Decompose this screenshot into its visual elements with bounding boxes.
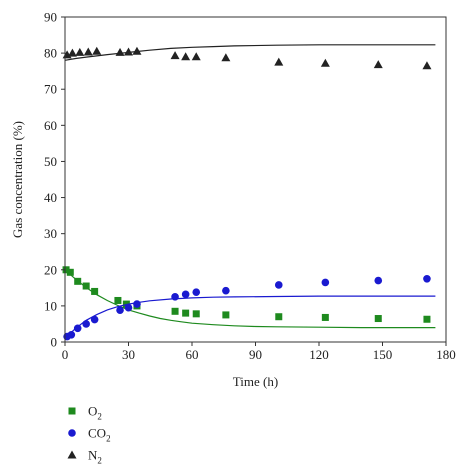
series-triangle [62,44,436,70]
legend-marker [67,450,77,459]
legend-label-text: N [88,448,98,463]
data-point [373,60,383,69]
data-point [274,281,283,289]
legend-label: CO2 [88,426,111,444]
data-point [124,47,133,56]
data-point [321,313,329,321]
data-point [374,315,382,323]
legend-label: N2 [88,448,102,466]
data-point [181,52,191,61]
data-point [132,46,142,55]
plot-area [62,44,436,341]
data-point [82,282,90,290]
legend-marker [68,407,76,415]
data-point [75,47,85,56]
data-point [116,306,124,315]
data-point [83,47,93,56]
y-tick-label: 10 [44,298,57,313]
data-point [115,47,125,56]
data-point [320,58,330,67]
data-point [67,330,76,339]
x-axis-title: Time (h) [233,374,278,389]
legend-label-text: O [88,404,97,419]
data-point [74,277,82,285]
data-point [124,303,133,312]
y-tick-label: 80 [44,46,57,61]
legend-label: O2 [88,404,102,422]
data-point [275,313,283,321]
y-tick-label: 70 [44,82,57,97]
x-tick-label: 60 [186,347,199,362]
data-point [192,310,200,318]
y-tick-label: 20 [44,262,57,277]
series-square [62,266,436,329]
data-point [90,315,99,324]
data-point [422,61,432,70]
axes: 0 30 60 90 120 150 180 0 10 20 30 40 50 60 70 80 90 Time … [10,10,456,390]
data-point [171,293,179,301]
y-tick-label: 50 [44,154,57,169]
plot-frame [64,16,447,343]
data-point [181,290,190,299]
legend-item: CO2 [68,426,111,444]
legend-label-subscript: 2 [106,434,111,444]
data-point [423,315,431,323]
fit-line [64,44,436,61]
series-circle [63,275,436,341]
fit-line [64,269,436,329]
x-tick-label: 90 [249,347,262,362]
data-point [192,288,201,296]
data-point [92,46,102,55]
data-point [191,52,201,61]
legend-label-subscript: 2 [97,456,102,466]
data-point [91,287,99,295]
data-point [114,296,122,304]
y-tick-label: 60 [44,118,57,133]
data-point [423,275,431,283]
data-point [182,309,190,317]
data-point [73,324,82,333]
x-tick-label: 30 [122,347,135,362]
y-tick-label: 0 [51,335,58,350]
x-tick-label: 180 [436,347,456,362]
legend-item: O2 [68,404,102,422]
legend-item: N2 [67,448,102,466]
x-tick-label: 150 [373,347,393,362]
y-tick-label: 30 [44,226,57,241]
x-tick-label: 120 [309,347,329,362]
data-point [374,276,383,285]
data-point [274,57,284,66]
data-point [321,278,330,287]
y-axis-title: Gas concentration (%) [10,121,25,238]
data-point [66,268,74,276]
data-point [221,53,231,62]
data-point [170,51,180,60]
data-point [82,320,90,328]
legend-label-subscript: 2 [97,412,102,422]
x-tick-label: 0 [62,347,69,362]
data-point [171,307,179,315]
legend-label-text: CO [88,426,106,441]
data-point [67,48,77,57]
data-point [222,311,230,319]
data-point [133,300,141,308]
data-point [62,266,70,274]
y-tick-label: 40 [44,190,57,205]
data-point [222,286,230,295]
legend-marker [68,429,76,437]
y-tick-label: 90 [44,10,57,25]
